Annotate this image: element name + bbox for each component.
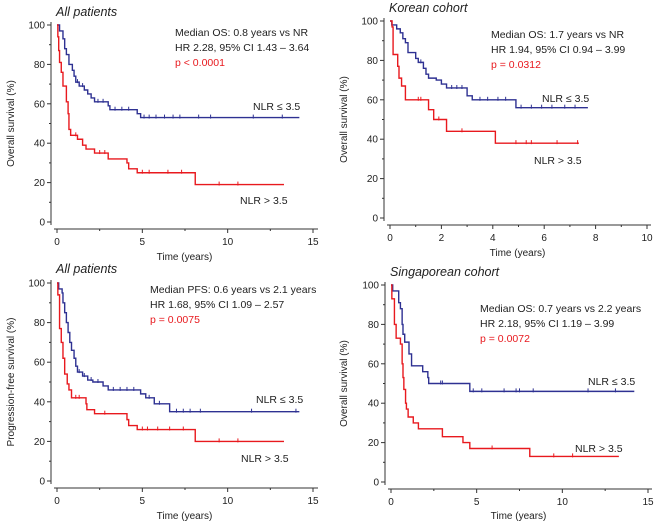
p-value-annotation: p = 0.0312 (491, 59, 541, 71)
x-tick-label: 2 (439, 233, 445, 244)
y-tick-label: 20 (34, 437, 46, 448)
x-tick-label: 5 (140, 496, 146, 507)
series-label-nlr-low: NLR ≤ 3.5 (256, 394, 303, 406)
km-curve-nlr-high (57, 24, 284, 186)
y-tick-label: 80 (368, 320, 380, 331)
y-tick-label: 80 (34, 60, 46, 71)
y-axis-label: Overall survival (%) (339, 340, 350, 427)
y-axis-label: Overall survival (%) (6, 80, 17, 167)
y-tick-label: 20 (368, 438, 380, 449)
p-value-annotation: p = 0.0075 (150, 314, 200, 326)
y-tick-label: 100 (362, 281, 379, 292)
hr-annotation: HR 1.68, 95% CI 1.09 – 2.57 (150, 299, 284, 311)
y-axis-label: Progression-free survival (%) (6, 318, 17, 447)
x-tick-label: 15 (307, 237, 319, 248)
x-tick-label: 10 (641, 233, 653, 244)
y-axis-label: Overall survival (%) (339, 76, 350, 163)
series-label-nlr-low: NLR ≤ 3.5 (253, 101, 300, 113)
km-curve-nlr-high (390, 20, 579, 144)
x-tick-label: 15 (307, 496, 319, 507)
panel-title: All patients (55, 5, 117, 19)
km-curve-nlr-high (391, 284, 619, 458)
series-label-nlr-low: NLR ≤ 3.5 (588, 376, 635, 388)
x-tick-label: 4 (490, 233, 496, 244)
hr-annotation: HR 2.18, 95% CI 1.19 – 3.99 (480, 318, 614, 330)
x-tick-label: 0 (54, 237, 60, 248)
km-panel-4: 0 20 40 60 80 100 0 5 10 15 Time (years) Overall su… (339, 265, 654, 522)
x-tick-label: 10 (222, 496, 234, 507)
series-label-nlr-high: NLR > 3.5 (241, 453, 289, 465)
panel-title: All patients (55, 262, 117, 276)
km-curve-nlr-low (57, 282, 300, 413)
y-tick-label: 100 (28, 279, 45, 290)
series-label-nlr-low: NLR ≤ 3.5 (542, 93, 589, 105)
x-tick-label: 15 (642, 497, 654, 508)
series-label-nlr-high: NLR > 3.5 (575, 443, 623, 455)
km-curve-nlr-low (57, 24, 300, 119)
x-tick-label: 0 (54, 496, 60, 507)
y-tick-label: 20 (34, 178, 46, 189)
x-tick-label: 0 (387, 233, 393, 244)
x-axis-label: Time (years) (491, 511, 547, 522)
y-tick-label: 20 (367, 174, 379, 185)
y-tick-label: 60 (368, 359, 380, 370)
panel-title: Singaporean cohort (390, 265, 500, 279)
y-tick-label: 0 (39, 477, 45, 488)
x-tick-label: 10 (222, 237, 234, 248)
km-curve-nlr-high (57, 282, 284, 443)
km-curve-nlr-low (391, 284, 635, 393)
x-tick-label: 5 (474, 497, 480, 508)
y-tick-label: 60 (34, 99, 46, 110)
km-panel-2: 0 20 40 60 80 100 0 2 4 6 8 10 Time (years) Overall s… (339, 1, 653, 259)
p-value-annotation: p < 0.0001 (175, 57, 225, 69)
median-annotation: Median PFS: 0.6 years vs 2.1 years (150, 284, 316, 296)
x-tick-label: 8 (593, 233, 599, 244)
y-tick-label: 100 (361, 17, 378, 28)
y-tick-label: 80 (367, 56, 379, 67)
x-tick-label: 0 (388, 497, 394, 508)
y-tick-label: 0 (372, 214, 378, 225)
median-annotation: Median OS: 0.8 years vs NR (175, 27, 308, 39)
x-axis-label: Time (years) (157, 252, 213, 263)
x-axis-label: Time (years) (157, 511, 213, 522)
x-axis-label: Time (years) (490, 248, 546, 259)
y-tick-label: 80 (34, 318, 46, 329)
series-label-nlr-high: NLR > 3.5 (240, 195, 288, 207)
y-tick-label: 40 (34, 139, 46, 150)
x-tick-label: 6 (541, 233, 547, 244)
hr-annotation: HR 2.28, 95% CI 1.43 – 3.64 (175, 42, 309, 54)
y-tick-label: 40 (367, 135, 379, 146)
x-tick-label: 10 (557, 497, 569, 508)
x-tick-label: 5 (140, 237, 146, 248)
hr-annotation: HR 1.94, 95% CI 0.94 – 3.99 (491, 44, 625, 56)
y-tick-label: 40 (34, 397, 46, 408)
p-value-annotation: p = 0.0072 (480, 333, 530, 345)
series-label-nlr-high: NLR > 3.5 (534, 155, 582, 167)
y-tick-label: 0 (39, 218, 45, 229)
y-tick-label: 60 (34, 358, 46, 369)
y-tick-label: 0 (373, 478, 379, 489)
y-tick-label: 60 (367, 95, 379, 106)
km-panel-3: 0 20 40 60 80 100 0 5 10 15 Time (years) Progressio… (6, 262, 319, 522)
km-curve-nlr-low (390, 20, 588, 109)
y-tick-label: 100 (28, 21, 45, 32)
y-tick-label: 40 (368, 399, 380, 410)
median-annotation: Median OS: 1.7 years vs NR (491, 29, 624, 41)
km-panel-1: 0 20 40 60 80 100 0 5 10 15 Time (years) Overall su… (6, 5, 319, 263)
panel-title: Korean cohort (389, 1, 468, 15)
median-annotation: Median OS: 0.7 years vs 2.2 years (480, 303, 641, 315)
